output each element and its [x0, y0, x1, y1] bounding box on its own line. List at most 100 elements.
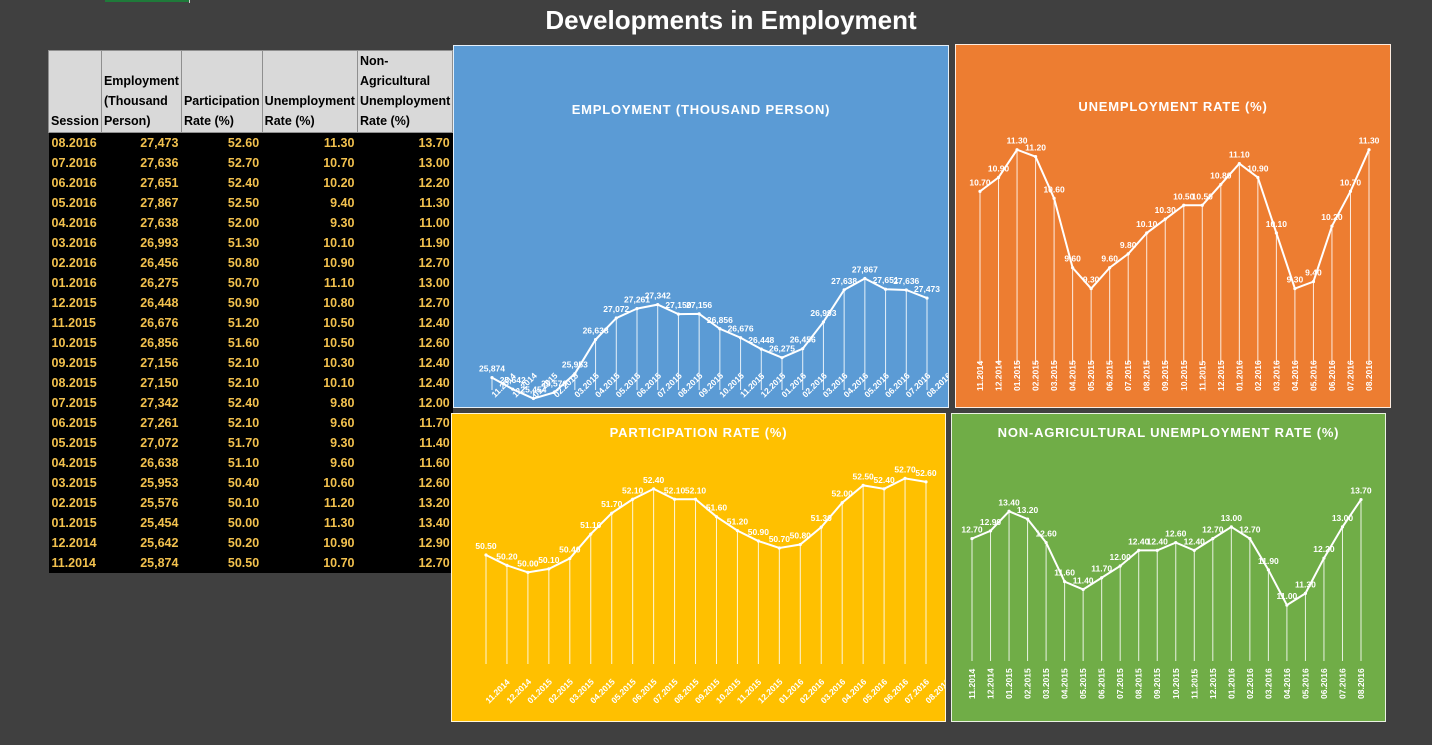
data-label: 13.70 — [1350, 486, 1372, 496]
table-cell: 10.50 — [262, 313, 358, 333]
table-cell: 9.30 — [262, 213, 358, 233]
table-cell: 51.60 — [181, 333, 263, 353]
table-cell: 52.50 — [181, 193, 263, 213]
x-tick-label: 06.2016 — [1319, 668, 1329, 699]
data-point — [1322, 556, 1326, 560]
data-point — [589, 532, 593, 536]
table-cell: 13.00 — [357, 153, 453, 173]
data-label: 12.70 — [1239, 525, 1261, 535]
table-cell: 03.2015 — [48, 473, 102, 493]
x-tick-label: 07.2016 — [1337, 668, 1347, 699]
table-cell: 9.30 — [262, 433, 358, 453]
data-label: 12.00 — [1110, 552, 1132, 562]
data-point — [1145, 231, 1149, 235]
data-point — [547, 567, 551, 571]
data-label: 9.30 — [1287, 275, 1304, 285]
table-row: 12.2015 26,448 50.90 10.80 12.70 — [48, 293, 453, 313]
employment-data-table: Session Employment (Thousand Person) Par… — [48, 50, 454, 573]
table-cell: 10.90 — [262, 533, 358, 553]
data-point — [1174, 540, 1178, 545]
table-row: 10.2015 26,856 51.60 10.50 12.60 — [48, 333, 453, 353]
x-tick-label: 05.2015 — [1086, 360, 1096, 391]
data-label: 27,261 — [624, 295, 650, 305]
table-cell: 10.10 — [262, 233, 358, 253]
table-cell: 27,261 — [101, 413, 182, 433]
data-point — [490, 376, 494, 380]
table-cell: 27,072 — [101, 433, 182, 453]
table-cell: 26,856 — [101, 333, 182, 353]
data-label: 52.70 — [894, 464, 916, 474]
table-cell: 26,676 — [101, 313, 182, 333]
table-cell: 27,156 — [101, 353, 182, 373]
table-header-row: Session Employment (Thousand Person) Par… — [48, 50, 454, 133]
data-point — [1367, 148, 1371, 152]
table-cell: 26,448 — [101, 293, 182, 313]
sheet-accent-bar — [105, 0, 189, 2]
table-cell: 27,150 — [101, 373, 182, 393]
table-cell: 25,953 — [101, 473, 182, 493]
table-cell: 08.2015 — [48, 373, 102, 393]
data-point — [552, 390, 556, 395]
table-cell: 52.40 — [181, 393, 263, 413]
table-cell: 27,638 — [101, 213, 182, 233]
x-tick-label: 11.2014 — [967, 668, 977, 699]
data-point — [1256, 175, 1260, 180]
table-row: 12.2014 25,642 50.20 10.90 12.90 — [48, 533, 453, 553]
data-label: 12.40 — [1184, 536, 1206, 546]
table-cell: 13.70 — [357, 132, 453, 153]
unemployment-rate-chart: 10.70 10.90 11.30 11.20 10.60 9.60 9.30 9.60 9.8… — [955, 44, 1391, 408]
data-label: 52.10 — [622, 485, 644, 495]
table-cell: 25,576 — [101, 493, 182, 513]
data-point — [925, 296, 929, 300]
col-header-participation: Participation Rate (%) — [180, 50, 263, 133]
table-cell: 13.40 — [357, 513, 453, 533]
table-cell: 10.80 — [262, 293, 358, 313]
data-label: 50.70 — [769, 534, 791, 544]
data-label: 12.60 — [1165, 529, 1187, 539]
x-tick-label: 02.2016 — [1253, 360, 1263, 391]
table-cell: 10.10 — [262, 373, 358, 393]
data-point — [1137, 548, 1141, 552]
non-agricultural-unemployment-chart: 12.70 12.90 13.40 13.20 12.60 11.60 11.40 11.70… — [951, 413, 1386, 722]
data-point — [631, 497, 635, 501]
data-point — [1100, 576, 1104, 580]
table-cell: 05.2015 — [48, 433, 102, 453]
table-cell: 50.40 — [181, 473, 263, 493]
data-point — [903, 476, 907, 480]
table-cell: 27,636 — [101, 153, 182, 173]
table-cell: 12.60 — [357, 333, 453, 353]
x-tick-label: 02.2016 — [1245, 668, 1255, 699]
data-point — [1293, 286, 1297, 291]
x-tick-label: 02.2015 — [1031, 360, 1041, 391]
data-label: 10.80 — [1210, 170, 1232, 180]
table-cell: 26,638 — [101, 453, 182, 473]
table-cell: 26,456 — [101, 253, 182, 273]
data-point — [1229, 525, 1233, 529]
table-cell: 51.30 — [181, 233, 263, 253]
data-point — [988, 529, 993, 533]
series-line — [491, 277, 928, 400]
data-label: 10.70 — [969, 177, 991, 187]
table-cell: 26,275 — [101, 273, 182, 293]
data-label: 27,156 — [686, 300, 712, 310]
x-tick-label: 11.2015 — [1189, 668, 1199, 699]
table-body: 08.2016 27,473 52.60 11.30 13.70 07.2016 27,63… — [48, 132, 453, 573]
data-label: 12.70 — [961, 525, 983, 535]
data-label: 50.10 — [538, 555, 560, 565]
data-point — [738, 336, 743, 340]
table-cell: 27,651 — [101, 173, 182, 193]
x-tick-label: 04.2015 — [1068, 360, 1078, 391]
data-label: 25,953 — [562, 360, 588, 370]
table-cell: 52.40 — [181, 173, 263, 193]
data-label: 11.00 — [1276, 591, 1297, 601]
x-tick-label: 06.2015 — [1105, 360, 1115, 391]
table-cell: 12.2014 — [48, 533, 102, 553]
table-cell: 10.30 — [262, 353, 358, 373]
table-cell: 9.60 — [262, 413, 358, 433]
data-point — [904, 288, 908, 292]
data-point — [970, 537, 974, 541]
chart-plot: 10.7010.9011.3011.2010.609.609.309.609.8… — [969, 136, 1379, 391]
table-row: 09.2015 27,156 52.10 10.30 12.40 — [48, 353, 453, 373]
data-label: 25,874 — [479, 364, 505, 374]
